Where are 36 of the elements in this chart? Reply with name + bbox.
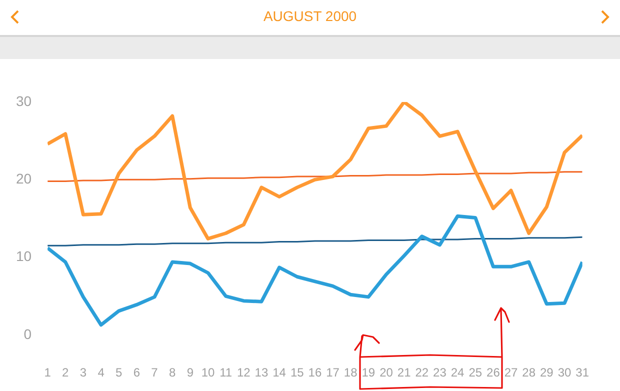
x-tick-label: 6 (133, 366, 140, 380)
x-tick-label: 9 (186, 366, 194, 380)
x-tick-label: 28 (522, 366, 536, 380)
x-tick-label: 1 (44, 366, 52, 380)
y-tick-label: 0 (24, 326, 32, 342)
x-tick-label: 2 (62, 366, 70, 380)
chart-title: AUGUST 2000 (262, 8, 358, 24)
x-tick-label: 27 (504, 366, 518, 380)
x-tick-label: 15 (290, 366, 304, 380)
x-tick-label: 3 (80, 366, 87, 380)
x-tick-label: 16 (308, 366, 322, 380)
x-tick-label: 26 (486, 366, 500, 380)
x-tick-label: 23 (433, 366, 447, 380)
x-tick-label: 19 (362, 366, 376, 380)
x-tick-label: 18 (344, 366, 358, 380)
x-tick-label: 11 (220, 366, 232, 380)
x-tick-label: 4 (98, 366, 105, 380)
x-tick-label: 8 (169, 366, 176, 380)
y-tick-label: 20 (16, 170, 32, 187)
x-tick-label: 7 (151, 366, 158, 380)
x-tick-label: 20 (380, 366, 394, 380)
x-tick-label: 12 (236, 366, 251, 380)
x-tick-label: 31 (576, 366, 590, 380)
x-tick-label: 13 (254, 366, 268, 380)
x-tick-label: 21 (397, 366, 412, 380)
y-tick-label: 10 (16, 248, 32, 264)
x-tick-label: 17 (326, 366, 340, 380)
x-tick-label: 22 (415, 366, 429, 380)
x-tick-label: 30 (558, 366, 572, 380)
y-tick-label: 30 (16, 92, 32, 109)
x-tick-label: 5 (116, 366, 123, 380)
x-tick-label: 24 (450, 366, 465, 380)
x-tick-label: 14 (272, 366, 286, 380)
x-tick-label: 25 (468, 366, 482, 380)
x-tick-label: 29 (540, 366, 554, 380)
x-tick-label: 10 (201, 366, 215, 380)
